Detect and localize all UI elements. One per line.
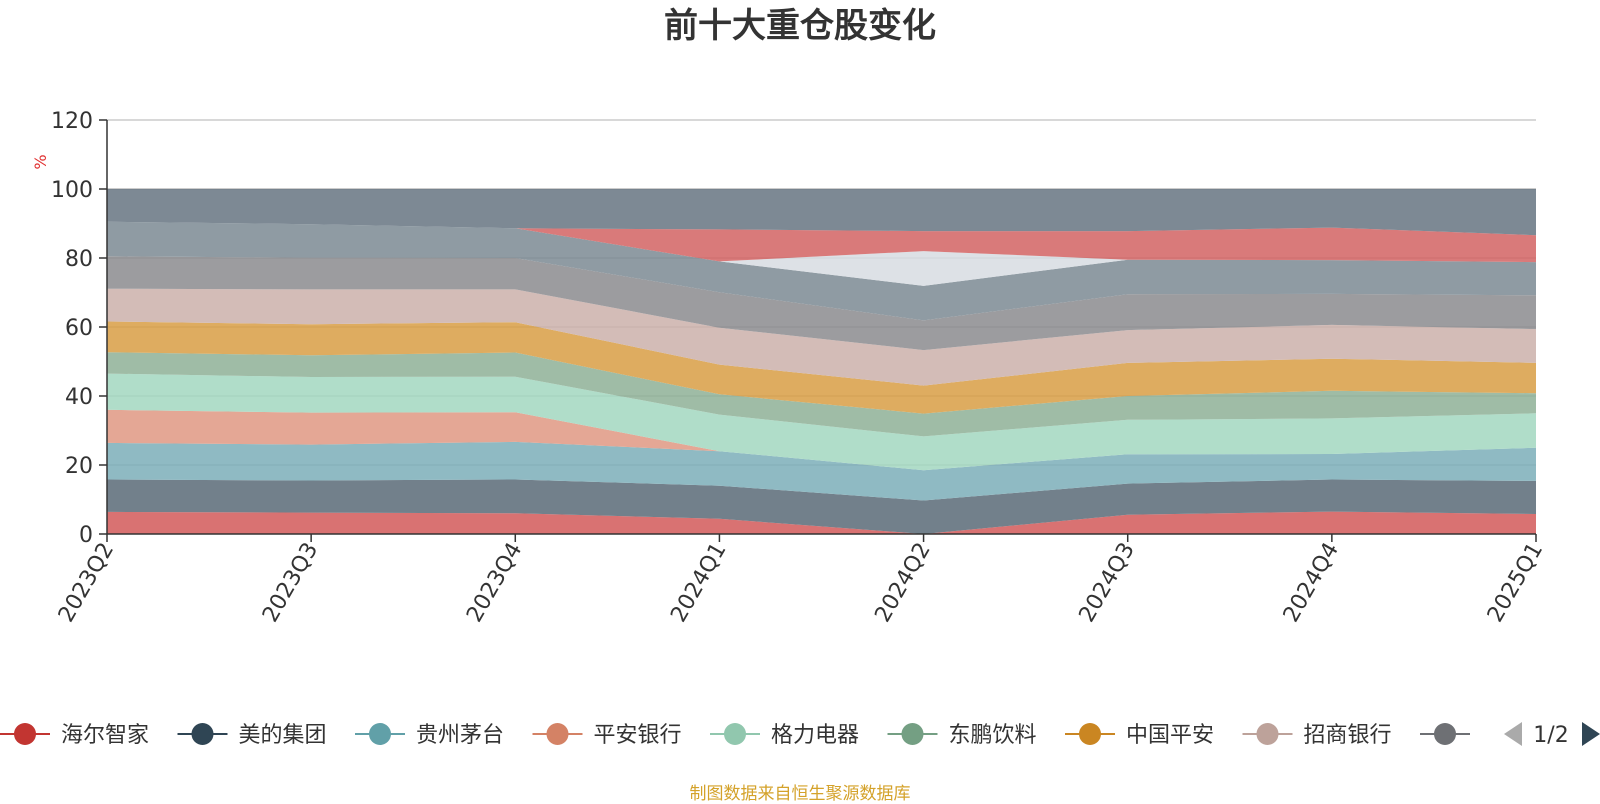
area-series-2 — [107, 479, 1536, 534]
area-series-5 — [107, 373, 1536, 471]
legend-item-3[interactable]: 贵州茅台 — [355, 723, 504, 748]
area-series — [107, 189, 1536, 534]
x-tick-label-2024Q4: 2024Q4 — [1279, 539, 1344, 627]
legend-marker-icon — [546, 723, 569, 745]
x-tick-label-2025Q1: 2025Q1 — [1483, 539, 1548, 627]
area-series-9 — [107, 256, 1536, 351]
legend-mask — [1470, 712, 1600, 756]
legend-marker-icon — [724, 723, 746, 745]
area-series-10 — [107, 221, 1536, 321]
legend-item-1[interactable]: 海尔智家 — [0, 723, 149, 748]
legend-marker-icon — [369, 723, 391, 745]
legend-label: 东鹏饮料 — [949, 723, 1037, 748]
y-tick-label-100: 100 — [51, 178, 93, 203]
legend-item-7[interactable]: 中国平安 — [1065, 723, 1214, 748]
area-series-6 — [107, 352, 1536, 437]
area-series-7 — [107, 321, 1536, 414]
y-tick-label-80: 80 — [65, 247, 93, 272]
legend-marker-icon — [14, 723, 36, 745]
legend-label: 海尔智家 — [61, 723, 149, 748]
x-tick-label-2024Q1: 2024Q1 — [666, 539, 731, 627]
y-tick-label-20: 20 — [65, 454, 93, 479]
legend-label: 贵州茅台 — [416, 723, 504, 748]
legend-marker-icon — [901, 723, 924, 745]
data-source-note: 制图数据来自恒生聚源数据库 — [689, 784, 911, 804]
y-tick-label-120: 120 — [51, 109, 93, 134]
y-tick-label-0: 0 — [79, 523, 93, 548]
legend-item-2[interactable]: 美的集团 — [177, 723, 327, 748]
y-axis-unit-label: % — [31, 154, 50, 169]
legend-item-4[interactable]: 平安银行 — [532, 723, 682, 748]
x-tick-label-2023Q2: 2023Q2 — [54, 539, 119, 627]
area-series-11 — [107, 221, 1536, 286]
y-tick-label-40: 40 — [65, 385, 93, 410]
legend-page-indicator: 1/2 — [1533, 723, 1568, 748]
area-series-13 — [107, 189, 1536, 236]
legend-label: 中国平安 — [1126, 723, 1214, 748]
legend-item-6[interactable]: 东鹏饮料 — [887, 723, 1037, 748]
x-tick-label-2023Q3: 2023Q3 — [258, 539, 323, 627]
y-tick-label-60: 60 — [65, 316, 93, 341]
legend-marker-icon — [1079, 723, 1101, 745]
legend-label: 招商银行 — [1304, 723, 1392, 748]
legend-next-page-icon[interactable] — [1582, 722, 1600, 746]
legend-prev-page-icon[interactable] — [1504, 722, 1522, 746]
legend-item-5[interactable]: 格力电器 — [710, 723, 859, 748]
x-tick-label-2024Q2: 2024Q2 — [870, 539, 935, 627]
legend-label: 美的集团 — [239, 723, 327, 748]
area-series-3 — [107, 441, 1536, 501]
legend-marker-icon — [191, 723, 214, 745]
legend-label: 平安银行 — [594, 723, 682, 748]
legend-marker-icon — [1256, 723, 1279, 745]
x-tick-label-2023Q4: 2023Q4 — [462, 539, 527, 627]
legend-marker-icon — [1434, 723, 1456, 745]
legend: 海尔智家美的集团贵州茅台平安银行格力电器东鹏饮料中国平安招商银行三1/2 — [0, 712, 1600, 756]
x-tick-label-2024Q3: 2024Q3 — [1075, 539, 1140, 627]
legend-label: 格力电器 — [771, 723, 859, 748]
legend-item-8[interactable]: 招商银行 — [1242, 723, 1392, 748]
area-series-4 — [107, 409, 1536, 471]
area-series-1 — [107, 511, 1536, 534]
area-series-8 — [107, 288, 1536, 386]
chart-title: 前十大重仓股变化 — [664, 6, 936, 46]
area-series-12 — [107, 221, 1536, 263]
